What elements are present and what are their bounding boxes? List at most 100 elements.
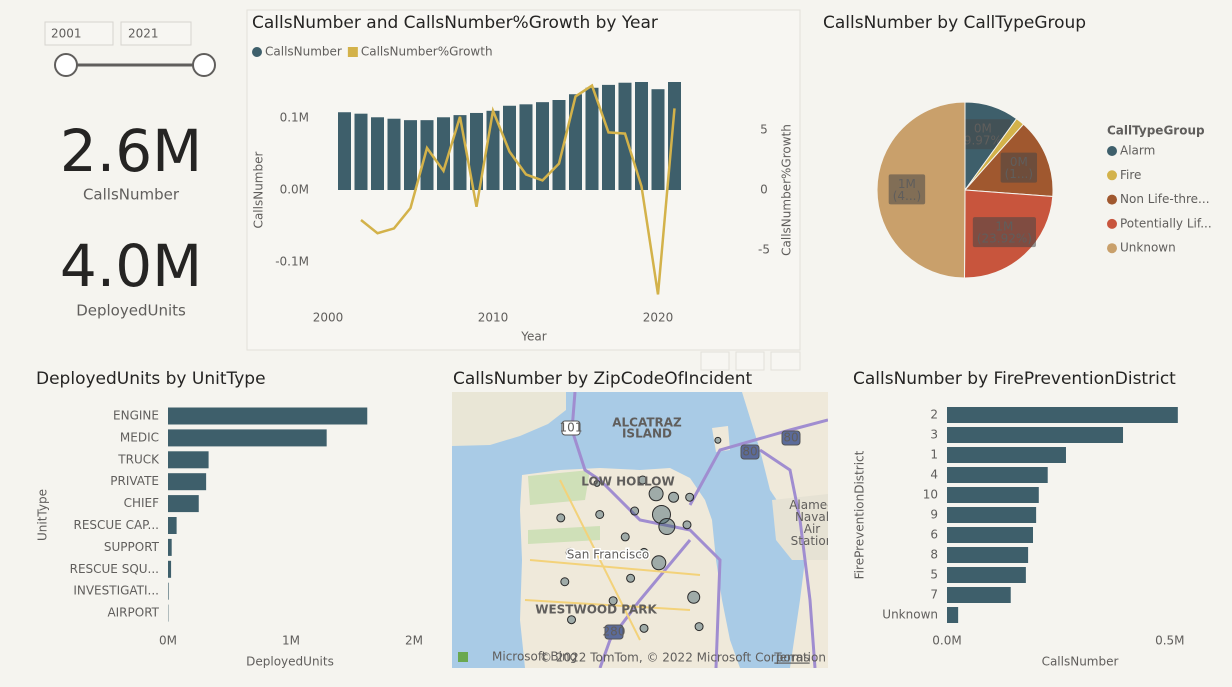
x-tick-label: 2010 [478,311,509,325]
land [452,392,566,446]
bar [168,495,199,513]
bubble[interactable] [565,547,575,557]
y-tick-label: 6 [930,528,938,542]
legend-marker [1107,170,1117,181]
bubble[interactable] [668,491,680,503]
route-shield [740,444,760,460]
slicer-end: 2021 [128,27,159,41]
x-axis-title: Year [520,330,546,344]
y-tick-label: 5 [930,568,938,582]
focus-icon[interactable] [735,351,765,371]
slider-handle[interactable] [192,53,216,77]
legend-marker [347,47,358,57]
bubble[interactable] [560,577,570,587]
bubble[interactable] [685,492,695,502]
chart-title: CallsNumber by FirePreventionDistrict [853,369,1176,389]
x-tick-label: 2M [405,634,423,648]
y-tick-label: 9 [930,508,938,522]
bar [947,607,959,623]
bubble[interactable] [658,518,676,536]
bubble[interactable] [682,520,692,530]
y-tick-label: 1 [930,448,938,462]
more-icon[interactable] [770,351,801,371]
bar [947,527,1034,543]
bubble[interactable] [639,547,649,557]
bubble[interactable] [595,509,605,519]
bar [420,120,434,190]
map-label: WESTWOOD PARK [535,603,657,617]
bar [947,447,1066,463]
y-tick-label: 0.1M [280,111,309,125]
bar [453,115,467,190]
legend-label: Alarm [1120,144,1155,158]
bubble[interactable] [630,506,640,516]
y-tick-label: 8 [930,548,938,562]
bubble[interactable] [648,486,664,502]
bar [168,517,177,534]
year-slicer[interactable]: 2001 2021 [44,21,216,77]
slicer-end-box[interactable] [120,21,192,46]
route-shield [604,624,624,640]
bubble[interactable] [620,532,630,542]
legend-marker [1107,243,1117,254]
y2-tick-label: -5 [758,243,770,257]
bar [947,487,1039,503]
y-tick-label: ENGINE [113,409,159,423]
map-label: Alamed Naval Air Station [789,498,835,548]
bubble[interactable] [714,436,722,444]
bar [947,547,1029,563]
y-tick-label: -0.1M [275,255,309,269]
map-label: LOW HOLLOW [581,475,674,489]
highway [688,418,828,506]
bar [168,538,172,556]
bar [947,407,1178,423]
data-label-background [888,174,926,205]
card-value: 4.0M [60,232,202,300]
y-axis-title: UnitType [36,489,50,541]
bar [569,94,582,190]
bubble[interactable] [626,573,636,583]
slicer-start-box[interactable] [44,21,114,46]
bubble[interactable] [556,513,566,523]
bubble[interactable] [567,615,577,625]
bubble[interactable] [694,622,704,632]
legend-label: Fire [1120,168,1141,182]
data-label: 0M (9.97%) [959,121,1006,147]
data-label: 1M (23.92%) [977,219,1032,245]
bing-logo [458,652,468,662]
bubble[interactable] [651,555,667,571]
legend-marker [1107,194,1117,205]
x-tick-label: 0.0M [932,634,961,648]
data-label: 1M (4...) [893,176,921,202]
chart-title: CallsNumber by CallTypeGroup [823,13,1086,33]
map-label: San Francisco [567,548,649,562]
bubble[interactable] [593,479,601,487]
bar [635,82,648,190]
map-label: Microsoft Bing [492,650,577,664]
slider-handle[interactable] [54,53,78,77]
card-label: CallsNumber [83,186,180,204]
legend-marker [252,47,262,57]
legend-title: CallTypeGroup [1107,124,1205,138]
highway [570,392,722,668]
bar [168,560,172,578]
bubble[interactable] [687,590,701,604]
y-tick-label: PRIVATE [110,474,159,488]
legend-marker [1107,146,1117,156]
data-label-background [955,119,1011,150]
bubble[interactable] [639,623,649,633]
bar [585,87,599,190]
bar [168,582,169,600]
bubble[interactable] [608,596,618,606]
x-tick-label: 1M [282,634,300,648]
y2-tick-label: 0 [760,183,768,197]
map-label: 80 [783,431,798,445]
y-tick-label: MEDIC [120,430,159,444]
map-label: Daly City [548,667,602,681]
bar [354,113,368,190]
card-value: 2.6M [60,117,202,185]
filter-icon[interactable] [700,351,730,371]
map[interactable]: ALCATRAZ ISLAND LOW HOLLOW San Francisco WES… [452,392,835,681]
bubble[interactable] [638,475,648,485]
